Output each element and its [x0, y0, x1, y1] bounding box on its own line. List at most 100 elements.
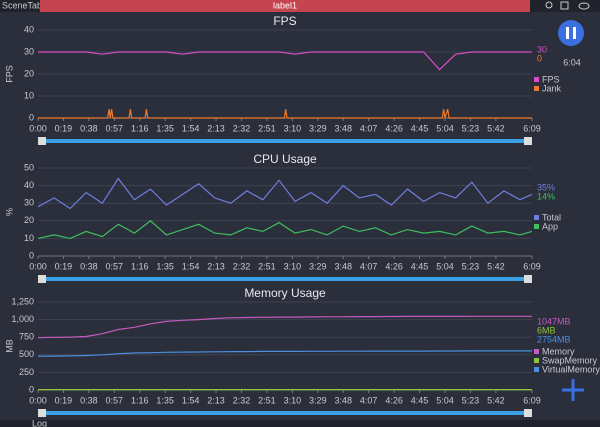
series-line [38, 51, 532, 71]
range-slider[interactable] [42, 139, 528, 143]
legend-swatch[interactable] [534, 349, 539, 354]
slider-handle[interactable] [524, 137, 532, 145]
x-tick-label: 0:19 [55, 261, 73, 271]
x-tick-label: 0:57 [106, 395, 124, 405]
x-tick-label: 2:51 [258, 395, 276, 405]
y-tick-label: 0 [29, 112, 34, 122]
location-icon[interactable] [545, 1, 553, 9]
x-tick-label: 0:38 [80, 123, 98, 133]
x-tick-label: 3:48 [334, 395, 352, 405]
slider-handle[interactable] [38, 137, 46, 145]
x-tick-label: 3:10 [284, 123, 302, 133]
legend-swatch[interactable] [534, 224, 539, 229]
x-tick-label: 4:07 [360, 261, 378, 271]
x-tick-label: 1:16 [131, 123, 149, 133]
x-tick-label: 0:00 [29, 395, 47, 405]
x-tick-label: 2:32 [233, 123, 251, 133]
x-tick-label: 3:29 [309, 123, 327, 133]
x-tick-label: 5:42 [487, 395, 505, 405]
legend-label: VirtualMemory [542, 364, 600, 374]
y-tick-label: 50 [24, 162, 34, 172]
chart-title: Memory Usage [244, 286, 326, 300]
add-button[interactable] [562, 379, 584, 401]
slider-handle[interactable] [38, 275, 46, 283]
x-tick-label: 2:32 [233, 261, 251, 271]
legend-swatch[interactable] [534, 215, 539, 220]
tab[interactable] [40, 0, 530, 12]
x-tick-label: 1:35 [156, 123, 174, 133]
legend-label: Total [542, 212, 561, 222]
current-value: 0 [537, 53, 542, 63]
y-tick-label: 10 [24, 90, 34, 100]
current-value: 2754MB [537, 334, 571, 344]
x-tick-label: 5:42 [487, 123, 505, 133]
y-tick-label: 40 [24, 180, 34, 190]
x-tick-label: 6:09 [523, 395, 541, 405]
y-tick-label: 250 [19, 367, 34, 377]
x-tick-label: 3:10 [284, 261, 302, 271]
x-tick-label: 5:42 [487, 261, 505, 271]
legend-label: SwapMemory [542, 355, 598, 365]
x-tick-label: 0:57 [106, 261, 124, 271]
y-tick-label: 20 [24, 215, 34, 225]
log-label: Log [32, 418, 47, 427]
x-tick-label: 1:54 [182, 123, 200, 133]
pause-icon [566, 27, 569, 39]
x-tick-label: 0:38 [80, 395, 98, 405]
x-tick-label: 0:19 [55, 395, 73, 405]
x-tick-label: 1:54 [182, 261, 200, 271]
legend-label: FPS [542, 74, 560, 84]
y-axis-label: % [4, 208, 14, 216]
pause-button[interactable] [558, 20, 584, 46]
legend-swatch[interactable] [534, 367, 539, 372]
y-tick-label: 500 [19, 349, 34, 359]
y-tick-label: 10 [24, 233, 34, 243]
slider-handle[interactable] [38, 409, 46, 417]
series-line [37, 315, 532, 339]
y-tick-label: 30 [24, 46, 34, 56]
x-tick-label: 6:09 [523, 123, 541, 133]
x-tick-label: 3:29 [309, 395, 327, 405]
legend-swatch[interactable] [534, 77, 539, 82]
app-name: SceneTab [2, 0, 42, 10]
series-line [37, 350, 532, 357]
x-tick-label: 5:23 [462, 123, 480, 133]
x-tick-label: 5:23 [462, 395, 480, 405]
y-tick-label: 0 [29, 384, 34, 394]
current-value: 1047MB [537, 316, 571, 326]
y-tick-label: 20 [24, 68, 34, 78]
range-slider[interactable] [42, 411, 528, 415]
x-tick-label: 5:04 [436, 123, 454, 133]
bottom-bar [0, 420, 600, 427]
x-tick-label: 4:45 [411, 123, 429, 133]
device-icon[interactable] [560, 1, 569, 10]
x-tick-label: 6:09 [523, 261, 541, 271]
x-tick-label: 2:51 [258, 261, 276, 271]
x-tick-label: 2:51 [258, 123, 276, 133]
x-tick-label: 2:32 [233, 395, 251, 405]
x-tick-label: 1:54 [182, 395, 200, 405]
current-value: 30 [537, 44, 547, 54]
x-tick-label: 5:04 [436, 261, 454, 271]
series-line [37, 177, 533, 210]
tab-label: label1 [273, 0, 297, 10]
slider-handle[interactable] [524, 275, 532, 283]
cloud-icon[interactable] [578, 2, 590, 10]
legend-swatch[interactable] [534, 86, 539, 91]
x-tick-label: 0:00 [29, 123, 47, 133]
range-slider[interactable] [42, 277, 528, 281]
x-tick-label: 4:26 [385, 123, 403, 133]
x-tick-label: 3:48 [334, 261, 352, 271]
legend-label: Jank [542, 83, 562, 93]
x-tick-label: 0:19 [55, 123, 73, 133]
x-tick-label: 2:13 [207, 395, 225, 405]
series-line [37, 220, 533, 240]
y-tick-label: 0 [29, 250, 34, 260]
x-tick-label: 4:45 [411, 261, 429, 271]
timer: 6:04 [563, 57, 581, 67]
legend-swatch[interactable] [534, 358, 539, 363]
slider-handle[interactable] [524, 409, 532, 417]
x-tick-label: 3:10 [284, 395, 302, 405]
